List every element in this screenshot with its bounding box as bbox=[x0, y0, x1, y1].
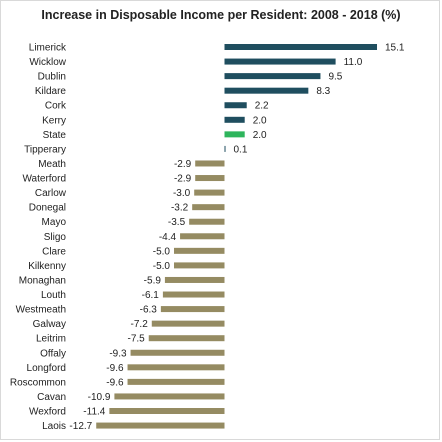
bar-wexford bbox=[109, 408, 225, 414]
category-label-kildare: Kildare bbox=[35, 86, 67, 97]
value-label-meath: -2.9 bbox=[174, 159, 192, 170]
category-label-cork: Cork bbox=[45, 101, 67, 112]
value-label-galway: -7.2 bbox=[131, 319, 149, 330]
bar-mayo bbox=[189, 218, 225, 225]
category-label-kilkenny: Kilkenny bbox=[28, 261, 66, 272]
value-label-offaly: -9.3 bbox=[109, 348, 127, 359]
value-label-louth: -6.1 bbox=[142, 290, 160, 301]
bar-kildare bbox=[224, 87, 309, 94]
category-label-sligo: Sligo bbox=[44, 232, 67, 243]
bar-dublin bbox=[224, 73, 321, 80]
category-label-laois: Laois bbox=[42, 421, 66, 432]
value-label-cavan: -10.9 bbox=[88, 392, 111, 403]
category-label-wexford: Wexford bbox=[29, 407, 66, 418]
category-label-louth: Louth bbox=[41, 290, 66, 301]
category-label-offaly: Offaly bbox=[40, 348, 66, 359]
value-label-donegal: -3.2 bbox=[171, 203, 189, 214]
value-label-westmeath: -6.3 bbox=[140, 305, 158, 316]
value-label-wexford: -11.4 bbox=[83, 407, 105, 418]
value-label-clare: -5.0 bbox=[153, 246, 171, 257]
bar-cavan bbox=[114, 393, 225, 400]
value-label-mayo: -3.5 bbox=[168, 217, 186, 228]
value-label-dublin: 9.5 bbox=[328, 72, 342, 83]
bar-offaly bbox=[130, 349, 225, 356]
category-label-state: State bbox=[43, 130, 67, 141]
value-label-sligo: -4.4 bbox=[159, 232, 177, 243]
bar-sligo bbox=[180, 233, 225, 240]
value-label-cork: 2.2 bbox=[255, 101, 269, 112]
value-label-leitrim: -7.5 bbox=[128, 334, 146, 345]
value-label-wicklow: 11.0 bbox=[344, 57, 363, 68]
category-label-mayo: Mayo bbox=[42, 217, 67, 228]
value-label-longford: -9.6 bbox=[106, 363, 124, 374]
bar-roscommon bbox=[127, 378, 225, 385]
category-label-kerry: Kerry bbox=[42, 115, 66, 126]
category-label-waterford: Waterford bbox=[22, 174, 66, 185]
bar-louth bbox=[162, 291, 225, 298]
bar-leitrim bbox=[148, 335, 225, 342]
category-label-westmeath: Westmeath bbox=[16, 305, 66, 316]
bar-waterford bbox=[195, 175, 225, 182]
value-label-waterford: -2.9 bbox=[174, 174, 192, 185]
bar-carlow bbox=[194, 189, 225, 196]
value-label-carlow: -3.0 bbox=[173, 188, 191, 199]
bar-cork bbox=[224, 102, 247, 109]
bar-kilkenny bbox=[174, 262, 225, 269]
category-label-donegal: Donegal bbox=[29, 203, 66, 214]
bar-longford bbox=[127, 364, 225, 371]
category-label-roscommon: Roscommon bbox=[10, 377, 66, 388]
value-label-state: 2.0 bbox=[253, 130, 267, 141]
bars-group bbox=[96, 44, 378, 429]
category-label-clare: Clare bbox=[42, 246, 66, 257]
value-label-kilkenny: -5.0 bbox=[153, 261, 171, 272]
value-label-roscommon: -9.6 bbox=[106, 377, 124, 388]
bar-laois bbox=[96, 422, 225, 429]
bar-limerick bbox=[224, 44, 378, 50]
category-label-monaghan: Monaghan bbox=[19, 275, 66, 286]
value-label-tipperary: 0.1 bbox=[234, 144, 248, 155]
bar-clare bbox=[174, 247, 225, 254]
category-label-cavan: Cavan bbox=[37, 392, 66, 403]
bar-kerry bbox=[224, 116, 245, 123]
value-labels-group: 15.1 11.09.5 8.3 2.2 2.0 2.0 0.1 -2.9 -2.9 -3.0 -3… bbox=[69, 43, 404, 433]
bar-tipperary bbox=[224, 145, 226, 152]
bar-wicklow bbox=[224, 58, 336, 65]
category-label-limerick: Limerick bbox=[29, 43, 67, 54]
category-label-wicklow: Wicklow bbox=[29, 57, 66, 68]
category-label-leitrim: Leitrim bbox=[36, 334, 66, 345]
value-label-laois: -12.7 bbox=[69, 421, 92, 432]
category-label-dublin: Dublin bbox=[38, 72, 66, 83]
chart-title: Increase in Disposable Income per Reside… bbox=[41, 8, 401, 22]
category-label-carlow: Carlow bbox=[35, 188, 67, 199]
category-label-meath: Meath bbox=[38, 159, 66, 170]
bar-donegal bbox=[192, 204, 225, 211]
bar-state bbox=[224, 131, 245, 138]
value-label-kildare: 8.3 bbox=[316, 86, 330, 97]
bar-monaghan bbox=[164, 276, 225, 283]
bar-meath bbox=[195, 160, 225, 167]
category-label-galway: Galway bbox=[33, 319, 66, 330]
bar-westmeath bbox=[160, 306, 225, 313]
value-label-monaghan: -5.9 bbox=[144, 275, 162, 286]
bar-galway bbox=[151, 320, 225, 327]
value-label-kerry: 2.0 bbox=[253, 115, 267, 126]
category-label-tipperary: Tipperary bbox=[24, 144, 66, 155]
category-labels-group: Limerick Wicklow Dublin Kildare Cork Kerry Sta… bbox=[10, 43, 67, 433]
category-label-longford: Longford bbox=[27, 363, 66, 374]
value-label-limerick: 15.1 bbox=[385, 43, 405, 54]
